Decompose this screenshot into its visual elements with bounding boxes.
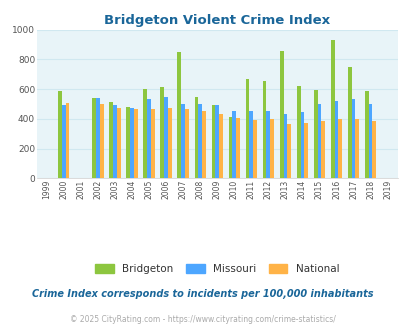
Bar [219,115,222,178]
Bar [117,108,120,178]
Bar [287,123,290,178]
Bar [58,90,62,178]
Bar [109,102,113,178]
Bar [185,109,188,178]
Bar [215,106,219,178]
Bar [317,104,321,178]
Bar [283,115,287,178]
Bar [211,106,215,178]
Bar [249,112,253,178]
Bar [168,108,171,178]
Bar [279,51,283,178]
Bar [337,119,341,178]
Bar [92,98,96,178]
Bar [253,120,256,178]
Text: Crime Index corresponds to incidents per 100,000 inhabitants: Crime Index corresponds to incidents per… [32,289,373,299]
Bar [371,121,375,178]
Bar [245,79,249,178]
Bar [62,106,66,178]
Text: © 2025 CityRating.com - https://www.cityrating.com/crime-statistics/: © 2025 CityRating.com - https://www.city… [70,315,335,324]
Bar [300,112,304,178]
Bar [304,122,307,178]
Bar [202,111,205,178]
Bar [134,110,137,178]
Bar [151,109,154,178]
Bar [147,100,151,178]
Bar [181,104,185,178]
Bar [194,96,198,178]
Bar [126,107,130,178]
Bar [296,86,300,178]
Bar [100,104,103,178]
Bar [364,91,368,178]
Bar [164,97,168,178]
Bar [262,81,266,178]
Bar [198,104,202,178]
Bar [330,40,334,178]
Bar [236,118,239,178]
Bar [130,108,134,178]
Bar [228,117,232,178]
Bar [354,119,358,178]
Legend: Bridgeton, Missouri, National: Bridgeton, Missouri, National [92,261,342,277]
Title: Bridgeton Violent Crime Index: Bridgeton Violent Crime Index [104,14,329,27]
Bar [368,104,371,178]
Bar [113,106,117,178]
Bar [96,98,100,178]
Bar [321,121,324,178]
Bar [177,52,181,178]
Bar [270,119,273,178]
Bar [143,89,147,178]
Bar [232,111,236,178]
Bar [313,90,317,178]
Bar [66,103,69,178]
Bar [347,67,351,178]
Bar [266,112,270,178]
Bar [160,87,164,178]
Bar [334,101,337,178]
Bar [351,100,354,178]
